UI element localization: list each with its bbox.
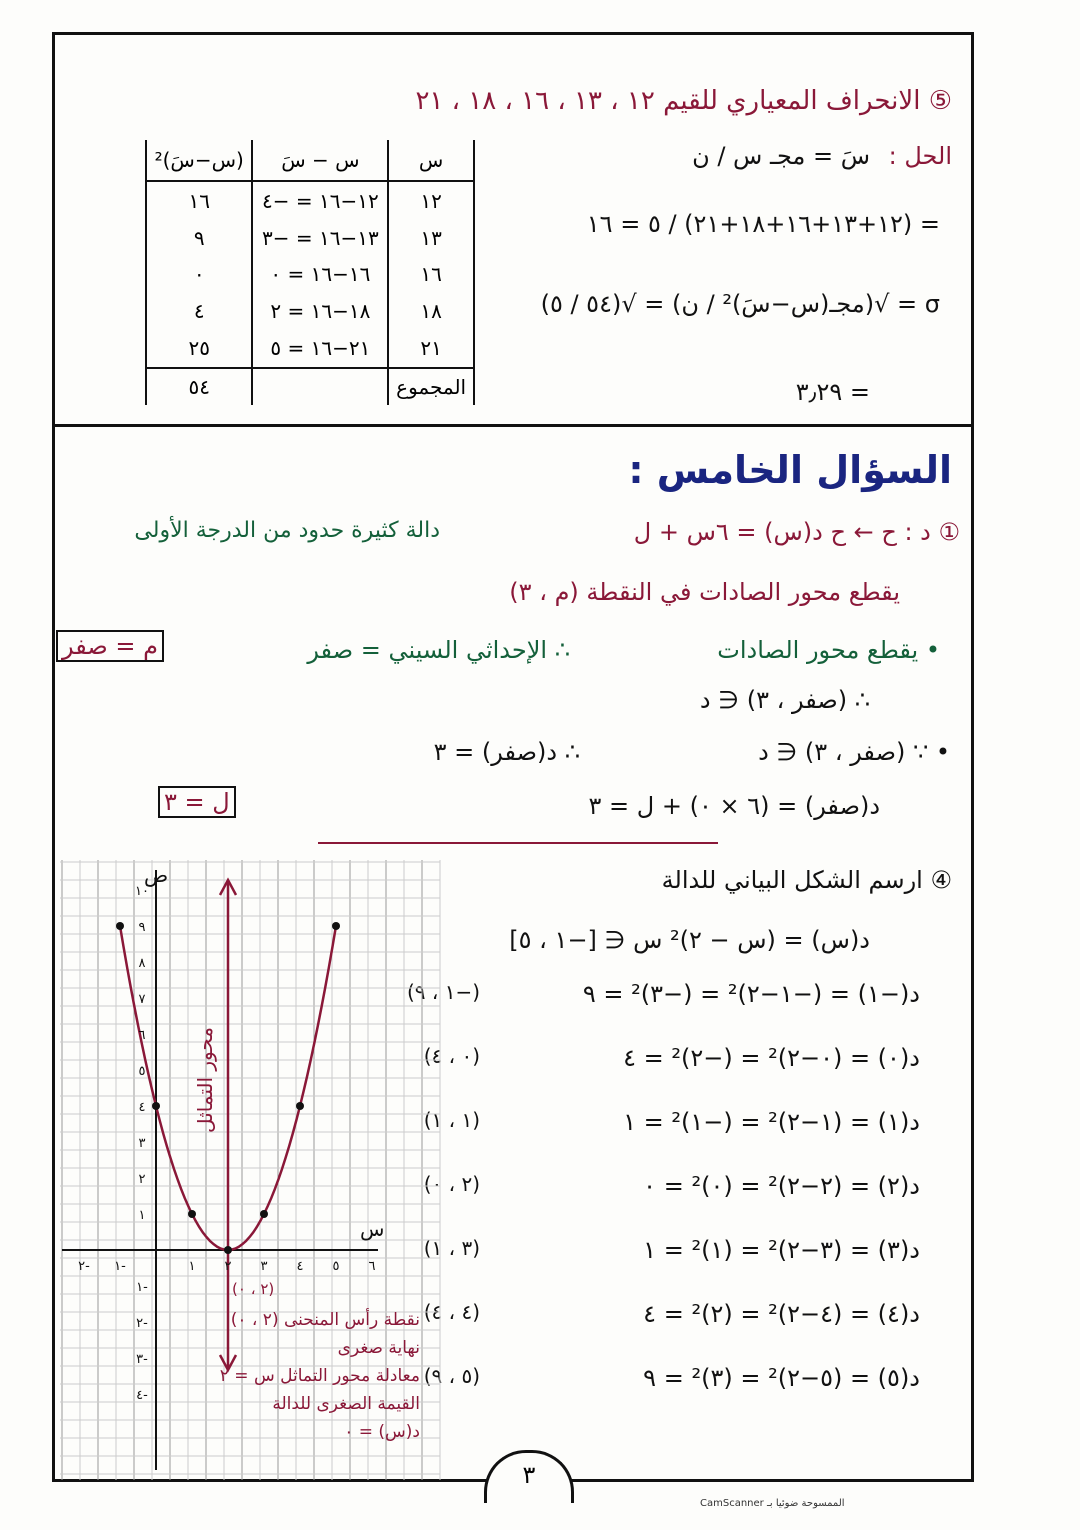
total-value: ٥٤ [144,367,254,405]
y-tick-label: ٩ [139,920,146,935]
graph-notes: نقطة رأس المنحنى (٢ ، ٠) نهاية صغرى معاد… [219,1310,420,1442]
y-tick-label: ٦ [139,1028,146,1043]
data-point [296,1102,304,1110]
header-dev: س − سَ [251,140,390,182]
y-tick-label: ؜-٢ [136,1316,148,1331]
x-axis-label: س [360,1217,384,1241]
calc-row: د(٢) = (٢−٢)² = (٠)² = ٠ [643,1172,920,1200]
calc-row: د(٠) = (٠−٢)² = (−٢)² = ٤ [623,1044,920,1072]
q1-line5b: ∴ د(صفر) = ٣ [433,738,580,766]
q1-line6: د(صفر) = (٦ × ٠) + ل = ٣ [588,792,881,820]
x-tick-label: ؜-١ [114,1259,126,1274]
y-tick-label: ؜-٣ [136,1352,148,1367]
point-label: (١ ، ١) [423,1108,480,1132]
calc-row: د(−١) = (−١−٢)² = (−٣)² = ٩ [582,980,920,1008]
q1-note: دالة كثيرة حدود من الدرجة الأولى [134,518,440,543]
data-point [260,1210,268,1218]
x-tick-label: ؜-٢ [78,1259,90,1274]
data-point [116,922,124,930]
underline [318,842,718,844]
x-tick-label: ٣ [261,1259,268,1274]
x-tick-label: ٢ [225,1259,232,1274]
symmetry-label: محور التماثل [193,1027,217,1133]
y-tick-label: ٤ [139,1100,146,1115]
calc-row: د(٣) = (٣−٢)² = (١)² = ١ [643,1236,920,1264]
x-tick-label: ٥ [333,1259,340,1274]
calc-row: د(٥) = (٥−٢)² = (٣)² = ٩ [643,1364,920,1392]
section-divider [52,424,974,427]
point-label: (٢ ، ٠) [423,1172,480,1196]
y-tick-label: ؜-٤ [136,1388,148,1403]
x-tick-label: ١ [189,1259,196,1274]
y-tick-label: ٧ [139,992,146,1007]
point-label: (٠ ، ٤) [423,1044,480,1068]
solution-label: الحل : [888,142,952,170]
q1-line3: • يقطع محور الصادات [717,636,940,664]
mean-formula: سَ = مجـ س / ن [692,142,870,170]
q1-box2: ل = ٣ [158,786,236,818]
sd-formula: σ = √(مجـ(س−سَ)² / ن) = √(٥٤ / ٥) [540,290,940,318]
calc-row: د(١) = (١−٢)² = (−١)² = ١ [623,1108,920,1136]
q1-line3b: ∴ الإحداثي السيني = صفر [307,636,570,664]
table-row: ١٣ ١٣−١٦ = −٣ ٩ [144,219,475,257]
table-row: ١٢ ١٢−١٦ = −٤ ١٦ [144,181,475,220]
calc-row: د(٤) = (٤−٢)² = (٢)² = ٤ [643,1300,920,1328]
arrow-down-icon [218,1354,238,1373]
y-tick-label: ٣ [139,1136,146,1151]
point-label: (٥ ، ٩) [423,1364,480,1388]
header-dev-sq: (س−سَ)² [144,140,254,182]
data-point [332,922,340,930]
y-tick-label: ٢ [139,1172,146,1187]
section-heading: السؤال الخامس : [628,448,952,492]
y-tick-label: ٨ [139,956,146,971]
sd-result: = ٣٫٢٩ [795,378,870,406]
arrow-up-icon [218,877,238,896]
q2-def: د(س) = (س − ٢)² س ∈ [−١ ، ٥] [509,926,870,954]
y-tick-label: ١٠ [135,884,149,899]
mean-calc: = (١٢+١٣+١٦+١٨+٢١) / ٥ = ١٦ [586,210,940,238]
vertex-label: (٢ ، ٠) [232,1280,274,1298]
total-label: المجموع [387,367,475,405]
q1-line2: يقطع محور الصادات في النقطة (م ، ٣) [509,578,900,606]
q2-title: ④ ارسم الشكل البياني للدالة [661,866,952,894]
data-point [224,1246,232,1254]
y-axis-label: ص [144,863,168,887]
y-tick-label: ٥ [139,1064,146,1079]
y-tick-label: ؜-١ [136,1280,148,1295]
x-tick-label: ٤ [297,1259,304,1274]
table-row: ٢١ ٢١−١٦ = ٥ ٢٥ [144,329,475,368]
data-point [152,1102,160,1110]
x-tick-label: ٦ [369,1259,376,1274]
q1-line4: ∴ (صفر ، ٣) ∈ د [699,686,870,714]
header-x: س [387,140,475,182]
q1-box1: م = صفر [56,630,164,662]
data-point [188,1210,196,1218]
question-title: ⑤ الانحراف المعياري للقيم ١٢ ، ١٣ ، ١٦ ،… [415,86,952,116]
y-tick-label: ١ [139,1208,146,1223]
camscanner-footer: الممسوحة ضوئيا بـ CamScanner [700,1498,845,1509]
point-label: (٣ ، ١) [423,1236,480,1260]
q1-line5: • ∵ (صفر ، ٣) ∈ د [758,738,950,766]
q1-line1: ① د : ح ← ح د(س) = ٦س + ل [633,518,960,546]
